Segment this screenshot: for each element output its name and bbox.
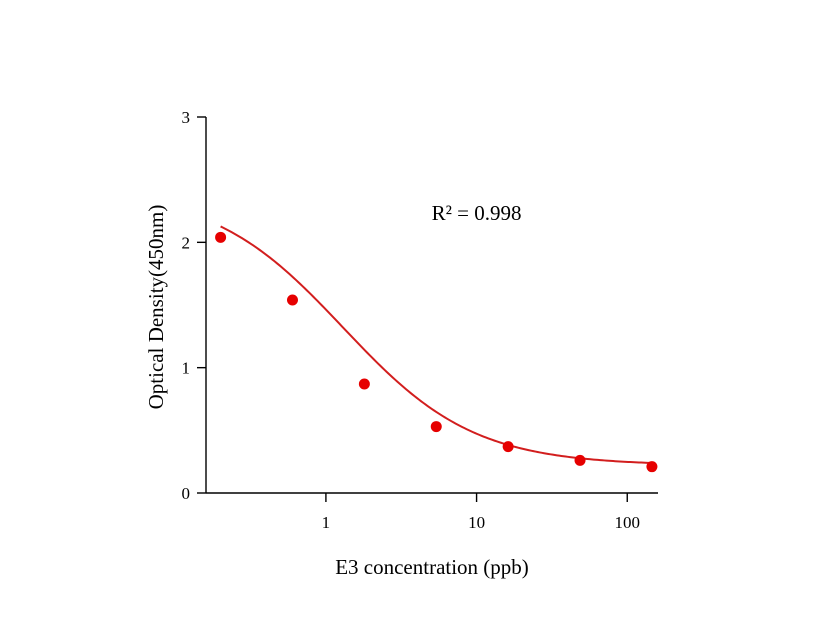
axes	[205, 117, 658, 494]
r-squared-annotation: R² = 0.998	[432, 201, 522, 225]
data-points	[215, 231, 658, 473]
x-ticks: 1 10 100	[322, 493, 640, 532]
data-point	[358, 378, 370, 390]
data-point	[286, 294, 298, 306]
data-point	[502, 441, 514, 453]
y-ticks: 0 1 2 3	[182, 108, 206, 503]
y-tick-label: 3	[182, 108, 191, 127]
x-tick-label: 10	[468, 513, 485, 532]
x-axis-title: E3 concentration (ppb)	[335, 555, 529, 579]
y-axis-title: Optical Density(450nm)	[144, 205, 168, 410]
y-tick-label: 2	[182, 233, 191, 252]
y-tick-label: 0	[182, 484, 191, 503]
data-point	[646, 461, 658, 473]
x-tick-label: 100	[614, 513, 640, 532]
y-tick-label: 1	[182, 359, 191, 378]
annotations: R² = 0.998	[432, 201, 522, 225]
x-tick-label: 1	[322, 513, 331, 532]
data-point	[574, 454, 586, 466]
data-point	[430, 421, 442, 433]
data-point	[215, 231, 227, 243]
